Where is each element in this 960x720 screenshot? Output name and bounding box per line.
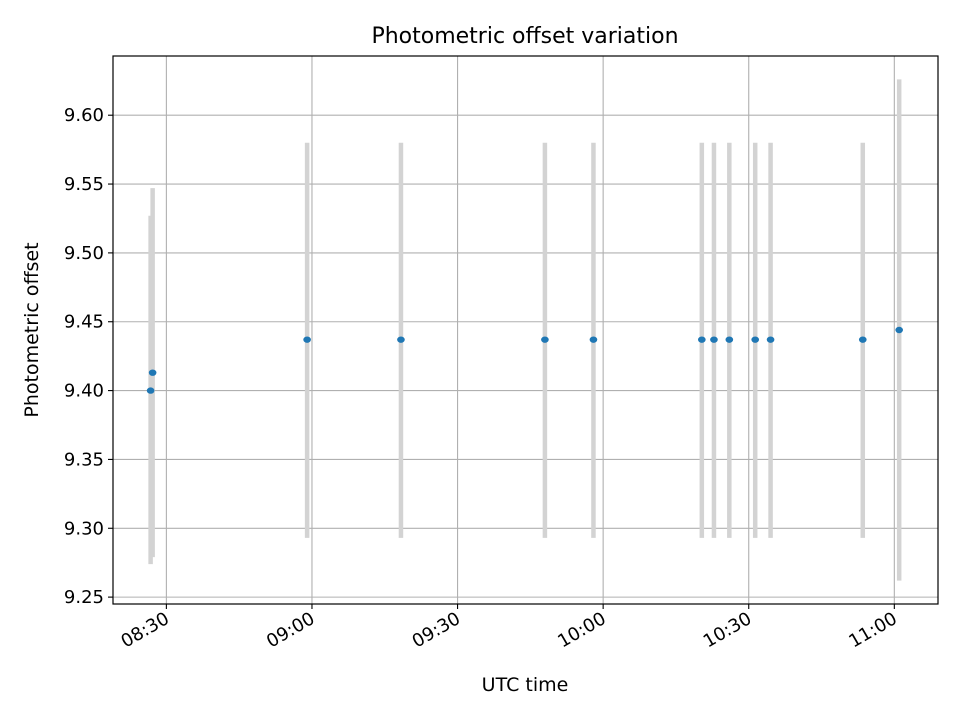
y-tick-label: 9.50 xyxy=(64,243,104,264)
plot-frame xyxy=(112,55,939,605)
data-point xyxy=(589,336,598,343)
y-tick-label: 9.55 xyxy=(64,174,104,195)
data-point xyxy=(895,326,903,334)
data-point xyxy=(303,336,311,343)
y-axis: 9.25 9.30 9.35 9.40 9.45 9.50 9.55 9.60 xyxy=(64,105,113,608)
data-point xyxy=(766,336,775,343)
data-point xyxy=(858,336,867,343)
data-points xyxy=(146,326,903,394)
data-point xyxy=(710,336,718,343)
data-point xyxy=(698,336,706,343)
y-tick-label: 9.35 xyxy=(64,449,104,470)
y-axis-title: Photometric offset xyxy=(21,242,43,417)
data-point xyxy=(541,336,549,343)
y-tick-label: 9.45 xyxy=(64,312,104,333)
y-tick-label: 9.25 xyxy=(64,587,104,608)
data-point xyxy=(725,336,734,343)
chart-title: Photometric offset variation xyxy=(371,24,678,49)
data-point xyxy=(751,336,760,343)
y-tick-label: 9.40 xyxy=(64,381,104,402)
data-point xyxy=(148,369,157,376)
grid xyxy=(113,56,938,604)
data-point xyxy=(146,387,155,394)
data-point xyxy=(397,336,405,343)
y-tick-label: 9.60 xyxy=(64,105,104,126)
x-axis-title: UTC time xyxy=(482,674,569,696)
y-tick-label: 9.30 xyxy=(64,518,104,539)
